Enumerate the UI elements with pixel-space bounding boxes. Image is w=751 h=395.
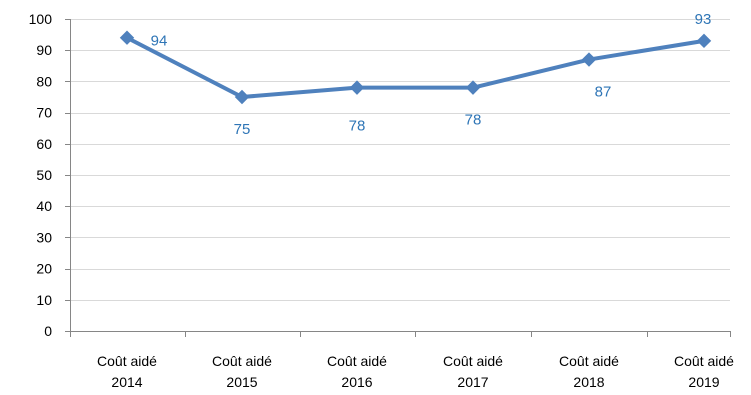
y-tick-label: 0 xyxy=(44,323,52,339)
series-line xyxy=(125,35,706,99)
x-tick-label-line2: 2017 xyxy=(457,374,488,390)
label-layer: 94 75 78 78 87 93 xyxy=(151,11,712,138)
x-tick-label-line2: 2015 xyxy=(226,374,257,390)
y-tick-label: 20 xyxy=(36,261,52,277)
y-tick-label: 40 xyxy=(36,198,52,214)
y-tick-label: 80 xyxy=(36,73,52,89)
data-label: 78 xyxy=(349,118,366,135)
data-label: 93 xyxy=(695,11,712,28)
data-point-marker xyxy=(696,33,712,49)
grid-layer xyxy=(70,19,730,301)
x-tick-label-line1: Coût aidé xyxy=(559,353,619,369)
data-point-marker xyxy=(234,89,250,105)
series-layer xyxy=(119,30,712,105)
x-tick-label-line2: 2016 xyxy=(341,374,372,390)
data-point-marker xyxy=(465,80,481,95)
x-tick-label: Coût aidé 2015 xyxy=(212,353,272,390)
y-tick-label: 10 xyxy=(36,292,52,308)
y-tick-label: 70 xyxy=(36,105,52,121)
x-tick-label-line1: Coût aidé xyxy=(674,353,734,369)
data-point-marker xyxy=(349,80,365,95)
y-tick-label: 90 xyxy=(36,42,52,58)
data-label: 75 xyxy=(234,121,251,138)
x-tick-label-line1: Coût aidé xyxy=(97,353,157,369)
x-tick-label-line2: 2014 xyxy=(111,374,142,390)
data-label: 94 xyxy=(151,33,168,50)
data-point-marker xyxy=(581,52,597,67)
x-tick-label-line2: 2018 xyxy=(573,374,604,390)
x-tick-label: Coût aidé 2018 xyxy=(559,353,619,390)
data-label: 78 xyxy=(465,112,482,129)
data-label: 87 xyxy=(595,84,612,101)
y-tick-label: 60 xyxy=(36,136,52,152)
y-tick-label: 100 xyxy=(29,11,53,27)
x-tick-label: Coût aidé 2017 xyxy=(443,353,503,390)
x-tick-label-line2: 2019 xyxy=(688,374,719,390)
x-tick-label: Coût aidé 2019 xyxy=(674,353,734,390)
data-point-marker xyxy=(119,30,135,45)
y-tick-label: 30 xyxy=(36,229,52,245)
y-tick-label: 50 xyxy=(36,167,52,183)
x-tick-label-line1: Coût aidé xyxy=(443,353,503,369)
x-tick-label: Coût aidé 2016 xyxy=(327,353,387,390)
x-tick-label: Coût aidé 2014 xyxy=(97,353,157,390)
x-tick-label-line1: Coût aidé xyxy=(327,353,387,369)
x-tick-label-line1: Coût aidé xyxy=(212,353,272,369)
